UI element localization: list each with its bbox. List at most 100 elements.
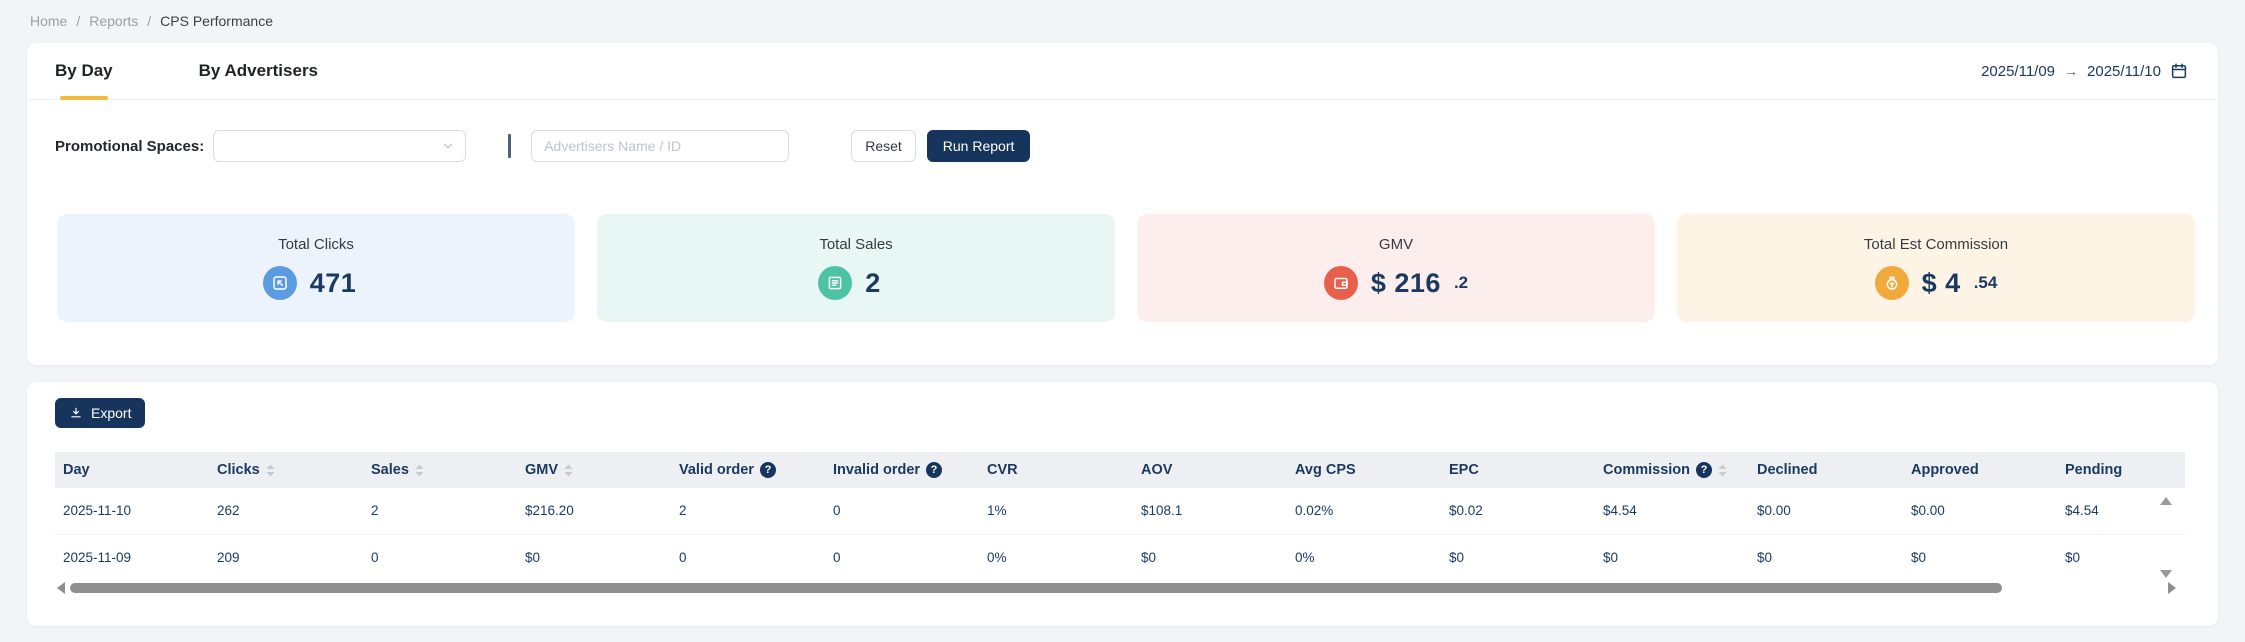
stat-card-gmv: GMV $ 216 .2 (1137, 214, 1655, 322)
cell-day: 2025-11-10 (55, 488, 209, 535)
reset-button[interactable]: Reset (851, 130, 916, 162)
export-button-label: Export (91, 405, 132, 421)
advertisers-input[interactable] (531, 130, 790, 162)
table-row[interactable]: 2025-11-09 209 0 $0 0 0 0% $0 0% $0 $0 $… (55, 534, 2185, 580)
date-range-picker[interactable]: 2025/11/09 → 2025/11/10 (1981, 62, 2188, 80)
col-aov: AOV (1141, 462, 1173, 478)
promotional-spaces-label: Promotional Spaces: (55, 137, 205, 155)
chevron-down-icon (443, 143, 453, 149)
calendar-icon (2170, 62, 2188, 80)
filter-row: Promotional Spaces: Reset Run Report (55, 130, 1031, 162)
cell-valid-order: 0 (671, 534, 825, 580)
cell-sales: 0 (363, 534, 517, 580)
stat-label: Total Est Commission (1863, 236, 2009, 253)
stat-value: 471 (309, 267, 357, 298)
stat-card-total-est-commission: Total Est Commission $ 4 .54 (1677, 214, 2195, 322)
sort-icon[interactable] (564, 464, 573, 477)
stat-value: $ 4 (1921, 267, 1961, 298)
stat-card-total-clicks: Total Clicks 471 (57, 214, 575, 322)
date-arrow-icon: → (2064, 63, 2079, 79)
sales-list-icon (818, 266, 853, 300)
breadcrumb-reports[interactable]: Reports (89, 13, 139, 29)
cell-invalid-order: 0 (825, 534, 979, 580)
col-sales: Sales (371, 462, 409, 478)
col-pending: Pending (2065, 462, 2123, 478)
stat-value-decimal: .54 (1973, 273, 1998, 292)
cell-gmv: $216.20 (517, 488, 671, 535)
col-gmv: GMV (525, 462, 559, 478)
filter-divider (508, 134, 512, 158)
cell-epc: $0 (1441, 534, 1595, 580)
date-start: 2025/11/09 (1981, 62, 2056, 80)
stat-value-decimal: .2 (1453, 273, 1469, 292)
cell-valid-order: 2 (671, 488, 825, 535)
tab-by-advertisers-label: By Advertisers (198, 61, 319, 80)
col-valid-order: Valid order (679, 462, 754, 478)
report-filter-panel: By Day By Advertisers 2025/11/09 → 2025/… (27, 43, 2218, 365)
horizontal-scroll-right-arrow[interactable] (2168, 582, 2176, 594)
stat-label: GMV (1378, 236, 1414, 253)
stat-label: Total Sales (819, 236, 893, 253)
tab-bar: By Day By Advertisers 2025/11/09 → 2025/… (27, 43, 2218, 100)
col-day: Day (63, 462, 90, 478)
sort-icon[interactable] (415, 464, 424, 477)
sort-icon[interactable] (266, 464, 275, 477)
cell-aov: $108.1 (1133, 488, 1287, 535)
stat-label: Total Clicks (278, 236, 354, 253)
cell-approved: $0.00 (1903, 488, 2057, 535)
stat-value: $ 216 (1370, 267, 1441, 298)
stat-cards-row: Total Clicks 471 Total Sales (57, 214, 2195, 322)
tab-by-advertisers[interactable]: By Advertisers (199, 43, 318, 99)
col-cvr: CVR (987, 462, 1018, 478)
cell-cvr: 0% (979, 534, 1133, 580)
promotional-spaces-select[interactable] (213, 130, 467, 162)
cell-commission: $0 (1595, 534, 1749, 580)
cell-gmv: $0 (517, 534, 671, 580)
money-bag-icon (1874, 266, 1909, 300)
col-approved: Approved (1911, 462, 1979, 478)
cell-pending: $4.54 (2057, 488, 2185, 535)
col-clicks: Clicks (217, 462, 260, 478)
help-icon[interactable]: ? (759, 462, 776, 478)
sort-icon[interactable] (1718, 464, 1727, 477)
report-table-panel: Export Day Clicks Sales GMV Valid order?… (27, 382, 2218, 626)
cell-avg-cps: 0.02% (1287, 488, 1441, 535)
cell-sales: 2 (363, 488, 517, 535)
breadcrumb: Home / Reports / CPS Performance (30, 13, 273, 29)
breadcrumb-home[interactable]: Home (30, 13, 68, 29)
cell-clicks: 209 (209, 534, 363, 580)
report-table: Day Clicks Sales GMV Valid order? Invali… (55, 452, 2185, 580)
tab-by-day[interactable]: By Day (55, 43, 113, 99)
cell-clicks: 262 (209, 488, 363, 535)
horizontal-scrollbar-thumb[interactable] (70, 583, 2002, 593)
col-commission: Commission (1603, 462, 1691, 478)
cell-day: 2025-11-09 (55, 534, 209, 580)
cell-aov: $0 (1133, 534, 1287, 580)
cell-cvr: 1% (979, 488, 1133, 535)
col-declined: Declined (1757, 462, 1818, 478)
export-button[interactable]: Export (55, 398, 146, 428)
run-report-button[interactable]: Run Report (926, 130, 1031, 162)
col-epc: EPC (1449, 462, 1479, 478)
vertical-scroll-down-arrow[interactable] (2160, 570, 2172, 578)
col-avg-cps: Avg CPS (1295, 462, 1356, 478)
cell-declined: $0.00 (1749, 488, 1903, 535)
tab-by-day-label: By Day (55, 61, 113, 80)
help-icon[interactable]: ? (926, 462, 943, 478)
stat-value: 2 (865, 267, 881, 298)
breadcrumb-separator: / (76, 13, 81, 29)
date-end: 2025/11/10 (2087, 62, 2161, 80)
cell-declined: $0 (1749, 534, 1903, 580)
table-row[interactable]: 2025-11-10 262 2 $216.20 2 0 1% $108.1 0… (55, 488, 2185, 535)
breadcrumb-separator: / (147, 13, 152, 29)
download-icon (69, 406, 83, 420)
clicks-icon (262, 266, 297, 300)
table-header-row: Day Clicks Sales GMV Valid order? Invali… (55, 452, 2185, 488)
horizontal-scroll-left-arrow[interactable] (57, 582, 65, 594)
cell-invalid-order: 0 (825, 488, 979, 535)
cell-commission: $4.54 (1595, 488, 1749, 535)
cell-epc: $0.02 (1441, 488, 1595, 535)
vertical-scroll-up-arrow[interactable] (2160, 497, 2172, 505)
cell-avg-cps: 0% (1287, 534, 1441, 580)
help-icon[interactable]: ? (1696, 462, 1713, 478)
